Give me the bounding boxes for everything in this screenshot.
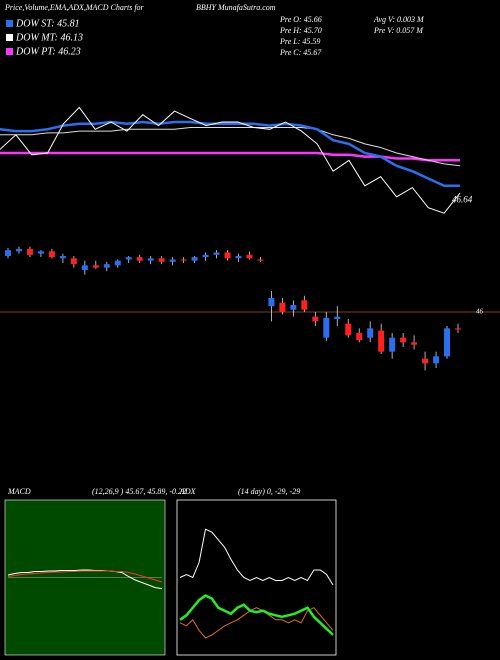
candle-body bbox=[213, 252, 220, 255]
candle-body bbox=[455, 328, 461, 330]
candle-body bbox=[81, 265, 88, 270]
macd-subtitle: (12,26,9 ) 45.67, 45.89, -0.22 bbox=[92, 487, 186, 496]
stat: Pre L: 45.59 bbox=[279, 37, 320, 46]
candle-body bbox=[158, 258, 165, 262]
legend-entry: DOW MT: 46.13 bbox=[15, 32, 83, 43]
adx-title: ADX bbox=[179, 487, 197, 496]
legend-swatch bbox=[6, 20, 13, 27]
candle-body bbox=[103, 264, 110, 268]
candle-body bbox=[92, 265, 99, 268]
candle-body bbox=[37, 251, 44, 254]
series-line bbox=[7, 569, 163, 590]
series-line bbox=[0, 127, 461, 167]
candle-body bbox=[290, 305, 297, 310]
stat: Pre H: 45.70 bbox=[279, 26, 322, 35]
candle-body bbox=[268, 298, 275, 307]
candle-body bbox=[257, 259, 264, 261]
candle-body bbox=[70, 258, 77, 265]
candle-body bbox=[400, 337, 407, 343]
candle-body bbox=[312, 316, 319, 322]
candle-body bbox=[301, 300, 308, 310]
candle-body bbox=[5, 250, 11, 256]
series-line bbox=[7, 570, 163, 583]
candle-body bbox=[136, 257, 143, 261]
series-line bbox=[179, 528, 334, 586]
macd-title: MACD bbox=[7, 487, 31, 496]
price-label: 46.64 bbox=[452, 195, 473, 205]
candle-body bbox=[356, 333, 363, 340]
candle-body bbox=[378, 330, 385, 352]
legend-swatch bbox=[6, 48, 13, 55]
stat: Pre C: 45.67 bbox=[279, 48, 322, 57]
candle-body bbox=[26, 249, 33, 255]
stat: Pre V: 0.057 M bbox=[373, 26, 424, 35]
candle-body bbox=[323, 317, 330, 338]
candle-body bbox=[433, 356, 440, 364]
stat: Pre O: 45.66 bbox=[279, 15, 322, 24]
stat: Avg V: 0.003 M bbox=[373, 15, 425, 24]
candle-body bbox=[15, 249, 22, 252]
candle-body bbox=[444, 328, 451, 357]
series-line bbox=[179, 607, 334, 639]
candle-body bbox=[235, 256, 242, 259]
candle-body bbox=[59, 256, 66, 259]
candle-body bbox=[367, 328, 374, 338]
candle-body bbox=[48, 251, 55, 258]
page-title: Price,Volume,EMA,ADX,MACD Charts for bbox=[4, 3, 145, 12]
candle-body bbox=[411, 342, 418, 345]
series-line bbox=[179, 594, 334, 636]
y-tick-label: 46 bbox=[476, 308, 484, 316]
legend-entry: DOW PT: 46.23 bbox=[15, 46, 81, 57]
candle-body bbox=[334, 316, 341, 319]
series-line bbox=[0, 120, 460, 188]
legend-entry: DOW ST: 45.81 bbox=[15, 18, 80, 29]
source: BBHY MunafaSutra.com bbox=[196, 3, 276, 12]
candle-body bbox=[246, 254, 253, 259]
candle-body bbox=[180, 259, 187, 261]
adx-subtitle: (14 day) 0, -29, -29 bbox=[238, 487, 300, 496]
candle-body bbox=[422, 358, 429, 364]
candle-body bbox=[345, 323, 352, 336]
candle-body bbox=[202, 254, 209, 258]
candle-body bbox=[114, 260, 121, 266]
series-line bbox=[0, 106, 461, 214]
legend-swatch bbox=[6, 34, 13, 41]
candle-body bbox=[169, 259, 176, 262]
candle-body bbox=[125, 257, 132, 260]
candle-body bbox=[279, 302, 286, 312]
candle-body bbox=[147, 258, 154, 261]
candle-body bbox=[389, 337, 396, 352]
candle-body bbox=[191, 257, 198, 261]
candle-body bbox=[224, 252, 231, 259]
